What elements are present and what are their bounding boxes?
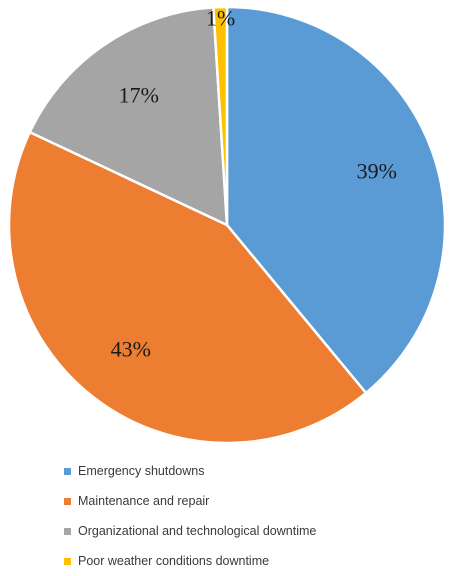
legend-item-organizational-and-technological-downtime: Organizational and technological downtim… — [64, 516, 316, 546]
pie-slice-emergency-shutdowns — [225, 5, 447, 395]
legend-swatch — [64, 527, 71, 535]
pie-chart: 39% 43% 17% 1% — [7, 5, 447, 445]
pie-slice-maintenance-and-repair — [7, 130, 368, 445]
legend-item-maintenance-and-repair: Maintenance and repair — [64, 486, 316, 516]
legend-item-poor-weather-conditions-downtime: Poor weather conditions downtime — [64, 546, 316, 576]
pie-slices — [7, 5, 447, 445]
data-label-poor-weather-conditions-downtime: 1% — [206, 6, 235, 31]
legend-label: Poor weather conditions downtime — [78, 554, 270, 568]
data-label-emergency-shutdowns: 39% — [357, 159, 397, 184]
legend-label: Maintenance and repair — [78, 494, 210, 508]
pie-slice-poor-weather-conditions-downtime — [212, 5, 229, 227]
legend-swatch — [64, 497, 71, 505]
data-label-maintenance-and-repair: 43% — [111, 337, 151, 362]
legend-swatch — [64, 467, 71, 475]
legend-item-emergency-shutdowns: Emergency shutdowns — [64, 456, 316, 486]
pie-slice-organizational-and-technological-downtime — [28, 6, 229, 227]
data-label-organizational-and-technological-downtime: 17% — [119, 83, 159, 108]
pie-data-labels: 39% 43% 17% 1% — [111, 6, 397, 362]
legend-swatch — [64, 557, 71, 565]
legend-label: Emergency shutdowns — [78, 464, 205, 478]
legend: Emergency shutdowns Maintenance and repai… — [64, 456, 316, 576]
legend-label: Organizational and technological downtim… — [78, 524, 317, 538]
